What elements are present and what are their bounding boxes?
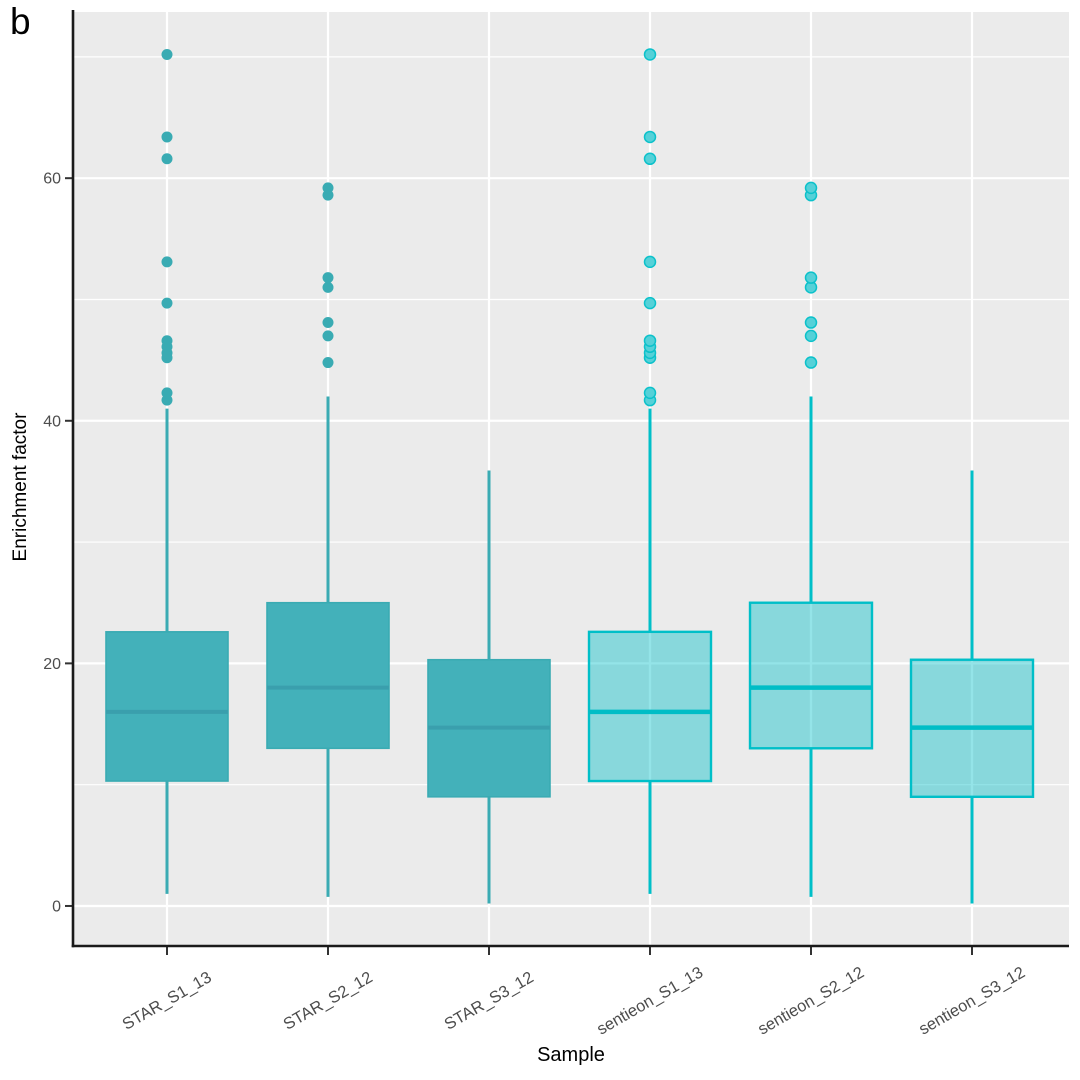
box-sentieon_S1_13 [587, 630, 713, 783]
outlier-point-sentieon_S1_13 [643, 48, 657, 61]
outlier-point-STAR_S1_13 [161, 335, 173, 347]
outlier-point-STAR_S2_12 [322, 330, 334, 342]
outlier-point-STAR_S2_12 [322, 357, 334, 369]
outlier-point-STAR_S1_13 [161, 297, 173, 309]
outlier-point-sentieon_S1_13 [643, 296, 657, 310]
x-tick-label-sentieon_S3_12: sentieon_S3_12 [916, 963, 1028, 1038]
outlier-point-sentieon_S2_12 [804, 181, 818, 195]
y-tick-label-40: 40 [43, 413, 61, 430]
outlier-point-STAR_S1_13 [161, 131, 173, 143]
y-tick-label-60: 60 [43, 171, 61, 188]
outlier-point-sentieon_S2_12 [804, 356, 818, 369]
outlier-point-sentieon_S1_13 [643, 386, 657, 400]
outlier-point-STAR_S1_13 [161, 48, 173, 60]
outlier-point-STAR_S2_12 [322, 272, 334, 284]
y-tick-label-0: 0 [52, 898, 61, 915]
box-STAR_S1_13 [105, 631, 229, 782]
outlier-point-STAR_S1_13 [161, 256, 173, 268]
box-sentieon_S2_12 [748, 601, 874, 750]
outlier-point-sentieon_S1_13 [643, 255, 657, 269]
outlier-point-STAR_S2_12 [322, 182, 334, 194]
x-axis-title: Sample [537, 1044, 605, 1066]
outlier-point-STAR_S1_13 [161, 153, 173, 165]
x-tick-label-sentieon_S2_12: sentieon_S2_12 [755, 963, 867, 1038]
outlier-point-sentieon_S1_13 [643, 334, 657, 347]
outlier-point-sentieon_S1_13 [643, 152, 657, 166]
x-tick-label-STAR_S2_12: STAR_S2_12 [280, 968, 375, 1033]
x-tick-label-sentieon_S1_13: sentieon_S1_13 [594, 963, 706, 1038]
panel-letter-label: b [10, 1, 31, 42]
outlier-point-STAR_S1_13 [161, 387, 173, 399]
outlier-point-sentieon_S2_12 [804, 329, 818, 343]
outlier-point-STAR_S2_12 [322, 317, 334, 329]
outlier-point-sentieon_S2_12 [804, 316, 818, 329]
panel-background [74, 12, 1069, 946]
box-STAR_S2_12 [266, 601, 390, 750]
outlier-point-sentieon_S1_13 [643, 130, 657, 144]
y-axis-title: Enrichment factor [10, 412, 31, 562]
x-tick-label-STAR_S1_13: STAR_S1_13 [119, 968, 214, 1033]
x-tick-label-STAR_S3_12: STAR_S3_12 [441, 968, 536, 1033]
outlier-point-sentieon_S2_12 [804, 271, 818, 284]
outlier-point-STAR_S2_12 [322, 281, 334, 293]
y-tick-label-20: 20 [43, 656, 61, 673]
